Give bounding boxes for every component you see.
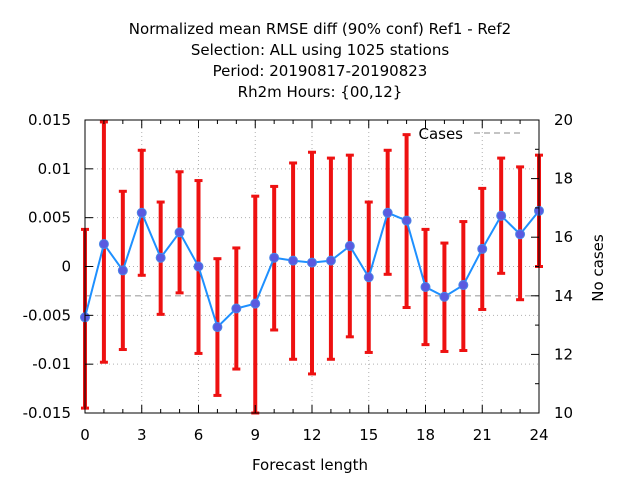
data-point	[288, 255, 299, 266]
x-tick-label: 9	[250, 426, 260, 444]
data-point	[496, 210, 507, 221]
y2-tick-label: 16	[554, 228, 573, 246]
chart-title-line-2: Selection: ALL using 1025 stations	[190, 41, 450, 59]
y2-tick-label: 20	[554, 111, 573, 129]
y2-tick-label: 18	[554, 170, 573, 188]
axes	[84, 119, 540, 414]
rmse-diff-series	[80, 205, 544, 333]
tick-labels: 0 3 6 9 12 15 18 21 24 -0.015 -0.01 -0.005 0 0.005 0.0…	[23, 111, 573, 444]
y-tick-label: 0.015	[28, 111, 71, 129]
chart-title-line-1: Normalized mean RMSE diff (90% conf) Ref…	[128, 20, 512, 38]
data-point	[269, 252, 280, 263]
x-tick-label: 24	[529, 426, 548, 444]
data-point	[325, 255, 336, 266]
x-tick-label: 3	[137, 426, 147, 444]
data-point	[363, 272, 374, 283]
y-tick-label: -0.01	[32, 355, 71, 373]
y2-tick-label: 12	[554, 345, 573, 363]
data-point	[458, 280, 469, 291]
data-point	[155, 252, 166, 263]
data-point	[98, 239, 109, 250]
y-tick-label: 0.005	[28, 209, 71, 227]
data-point	[231, 303, 242, 314]
data-point	[193, 261, 204, 272]
data-point	[344, 240, 355, 251]
x-axis-label: Forecast length	[252, 456, 368, 474]
y-tick-label: 0.01	[38, 160, 71, 178]
x-tick-label: 0	[80, 426, 90, 444]
y2-tick-label: 10	[554, 404, 573, 422]
data-point	[307, 257, 317, 268]
data-point	[212, 322, 223, 333]
x-tick-label: 15	[359, 426, 378, 444]
chart-title-line-4: Rh2m Hours: {00,12}	[237, 83, 403, 101]
data-point	[401, 215, 412, 226]
x-tick-label: 18	[416, 426, 435, 444]
data-point	[420, 282, 431, 293]
data-point	[382, 207, 393, 218]
chart-title-line-3: Period: 20190817-20190823	[212, 62, 428, 80]
y-tick-label: -0.015	[23, 404, 71, 422]
legend: Cases	[418, 125, 521, 143]
data-point	[117, 265, 128, 276]
data-point	[515, 229, 526, 240]
y2-axis-label: No cases	[589, 234, 607, 302]
data-point	[439, 291, 450, 302]
data-point	[477, 243, 488, 254]
x-tick-label: 12	[302, 426, 321, 444]
y-tick-label: -0.005	[23, 306, 71, 324]
data-point	[136, 207, 147, 218]
data-point	[174, 227, 185, 238]
data-point	[250, 298, 261, 309]
x-tick-label: 21	[473, 426, 492, 444]
y2-tick-label: 14	[554, 287, 573, 305]
y-tick-label: 0	[61, 258, 71, 276]
x-tick-label: 6	[194, 426, 204, 444]
legend-label-cases: Cases	[418, 125, 463, 143]
